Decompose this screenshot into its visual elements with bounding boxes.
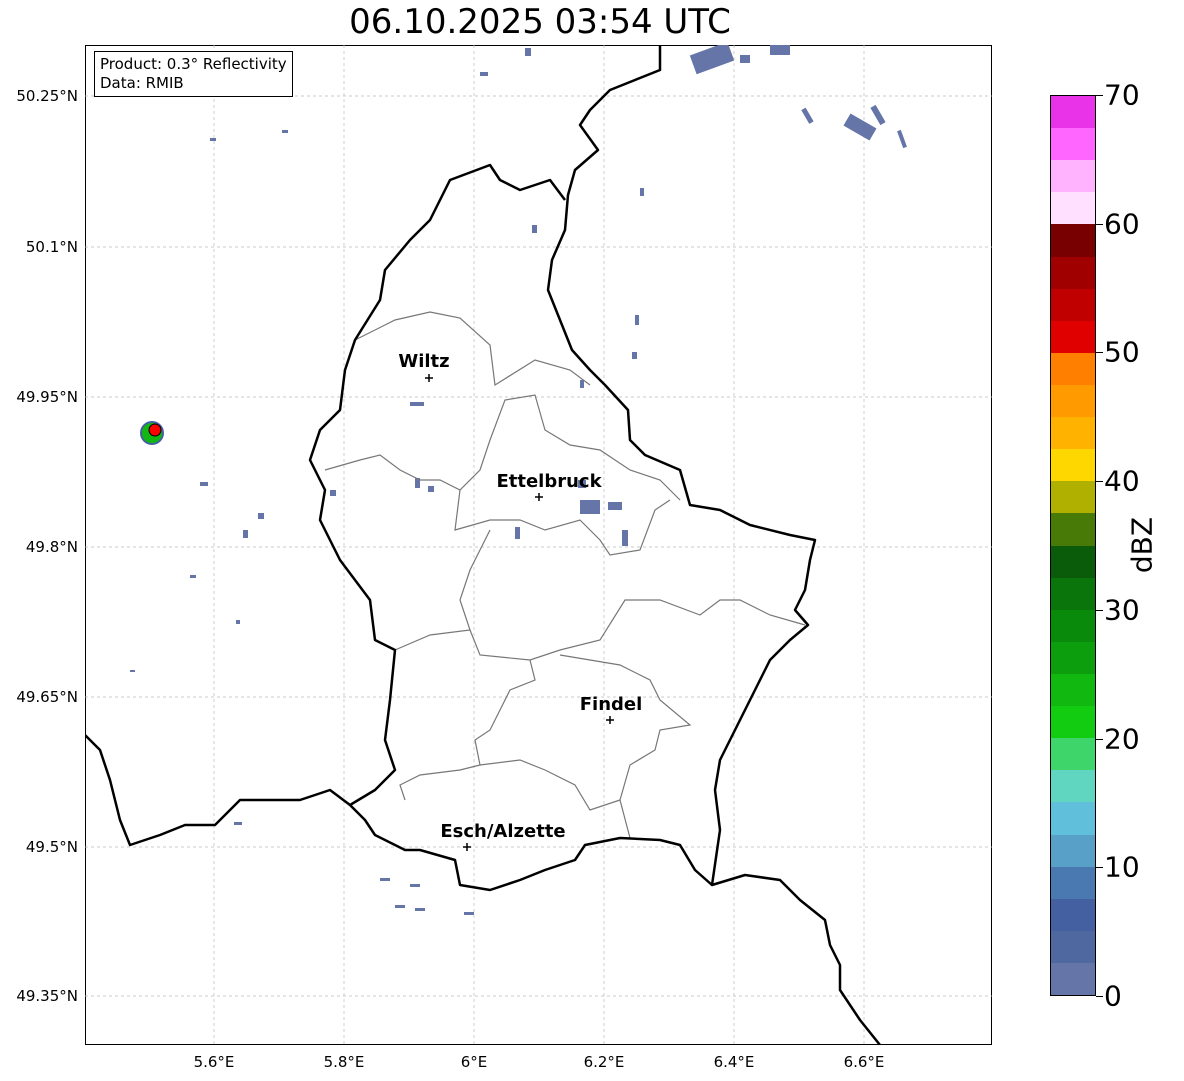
colorbar-tick-label: 50 [1104,335,1140,369]
colorbar-segment [1051,224,1095,257]
radar-site-marker [140,421,164,445]
colorbar-segment [1051,96,1095,129]
city-label-ettelbruck: Ettelbruck [496,471,602,492]
colorbar-segment [1051,898,1095,931]
colorbar-segment [1051,609,1095,642]
colorbar-segment [1051,770,1095,803]
cantonal-boundaries [324,311,806,839]
lat-tick: 50.1°N [25,238,78,256]
lon-tick: 6.6°E [843,1053,885,1071]
colorbar-tick-mark [1096,481,1103,483]
product-info-box: Product: 0.3° Reflectivity Data: RMIB [94,51,293,97]
colorbar-segment [1051,128,1095,161]
colorbar-segment [1051,256,1095,289]
colorbar-tick-mark [1096,996,1103,997]
gridlines [85,45,992,1045]
colorbar-segment [1051,673,1095,707]
product-label: Product: 0.3° Reflectivity [100,55,287,73]
data-source-label: Data: RMIB [100,74,184,92]
colorbar-segment [1051,962,1095,996]
colorbar-segment [1051,449,1095,482]
colorbar-segment [1051,481,1095,514]
lat-tick: 49.35°N [16,987,78,1005]
colorbar-tick-label: 10 [1104,850,1140,884]
colorbar-tick-label: 40 [1104,464,1140,498]
colorbar-label: dBZ [1125,516,1159,574]
colorbar-segment [1051,288,1095,321]
city-markers [425,374,614,851]
colorbar-tick-mark [1096,609,1103,611]
radar-echoes [130,45,907,915]
lat-tick: 49.65°N [16,688,78,706]
lat-tick: 49.8°N [25,538,78,556]
colorbar-segment [1051,545,1095,578]
lon-tick: 6.2°E [583,1053,625,1071]
colorbar-segment [1051,577,1095,610]
colorbar-tick-label: 0 [1104,979,1122,1013]
lon-tick: 6.4°E [713,1053,755,1071]
colorbar-segment [1051,738,1095,771]
colorbar-segment [1051,706,1095,739]
map-title: 06.10.2025 03:54 UTC [349,2,731,42]
city-label-findel: Findel [579,694,643,715]
colorbar-segment [1051,866,1095,899]
colorbar-tick-label: 60 [1104,207,1140,241]
colorbar-segment [1051,192,1095,225]
colorbar [1050,95,1096,996]
lon-tick: 5.6°E [193,1053,235,1071]
radar-map [85,45,992,1045]
colorbar-segment [1051,802,1095,835]
colorbar-tick-label: 20 [1104,722,1140,756]
colorbar-tick-mark [1096,738,1103,740]
colorbar-tick-label: 30 [1104,593,1140,627]
colorbar-tick-mark [1096,95,1103,96]
colorbar-segment [1051,384,1095,418]
colorbar-segment [1051,930,1095,963]
colorbar-tick-mark [1096,223,1103,225]
colorbar-segment [1051,320,1095,353]
national-borders [85,45,881,1045]
colorbar-segment [1051,513,1095,546]
colorbar-segment [1051,641,1095,674]
lat-tick: 49.95°N [16,388,78,406]
colorbar-segment [1051,352,1095,385]
colorbar-tick-mark [1096,867,1103,869]
city-label-wiltz: Wiltz [398,351,450,372]
lat-tick: 49.5°N [25,838,78,856]
lon-tick: 6°E [460,1053,488,1071]
colorbar-segment [1051,834,1095,867]
colorbar-segment [1051,417,1095,450]
colorbar-tick-mark [1096,352,1103,354]
lon-tick: 5.8°E [323,1053,365,1071]
city-label-esch-alzette: Esch/Alzette [440,821,566,842]
colorbar-tick-label: 70 [1104,78,1140,112]
lat-tick: 50.25°N [16,87,78,105]
colorbar-segment [1051,160,1095,193]
